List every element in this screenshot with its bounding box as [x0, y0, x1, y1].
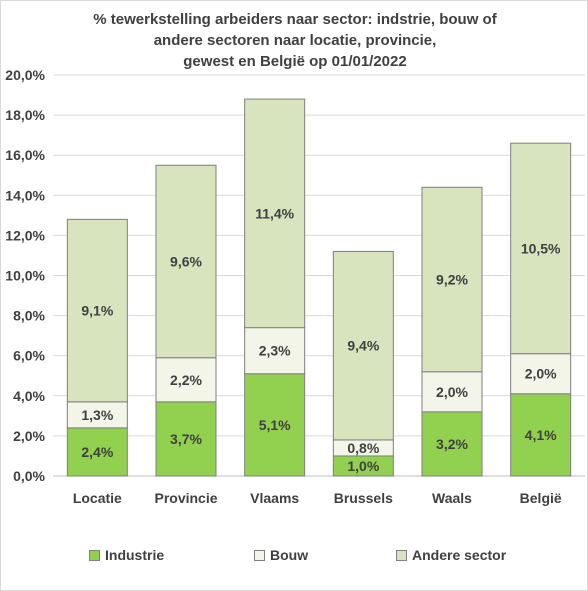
bar-segment [510, 142, 572, 355]
data-label: 1,3% [81, 407, 113, 423]
data-label: 5,1% [259, 417, 291, 433]
bar-segment [510, 353, 572, 395]
y-tick-label: 20,0% [5, 67, 45, 83]
y-tick-label: 18,0% [5, 107, 45, 123]
y-tick-label: 6,0% [13, 348, 45, 364]
legend-item-industrie: Industrie [89, 547, 164, 563]
data-label: 4,1% [525, 427, 557, 443]
x-category-label: Provincie [154, 490, 217, 506]
chart-title: % tewerkstelling arbeiders naar sector: … [41, 9, 549, 72]
bar-segment [155, 164, 217, 359]
y-tick-label: 4,0% [13, 388, 45, 404]
legend-label-industrie: Industrie [105, 547, 165, 563]
legend-swatch-industrie [89, 549, 100, 561]
y-tick-label: 12,0% [5, 227, 45, 243]
bar-segment [332, 250, 394, 441]
legend-swatch-andere-sector [396, 549, 407, 561]
bar-segment [244, 327, 306, 375]
bar-segment [510, 393, 572, 477]
bar-segment [421, 371, 483, 413]
data-label: 2,2% [170, 372, 202, 388]
chart-title-line-3: gewest en België op 01/01/2022 [183, 53, 407, 70]
bar-segment [66, 218, 128, 403]
y-tick-label: 2,0% [13, 428, 45, 444]
data-label: 9,6% [170, 253, 202, 269]
data-label: 3,2% [436, 436, 468, 452]
chart-legend: Industrie Bouw Andere sector [1, 547, 587, 567]
bar-segment [421, 411, 483, 477]
x-category-label: Waals [432, 490, 472, 506]
bar-segment [244, 98, 306, 329]
data-label: 11,4% [255, 205, 294, 221]
data-label: 9,1% [81, 303, 113, 319]
legend-label-andere-sector: Andere sector [412, 547, 507, 563]
data-label: 2,3% [259, 343, 291, 359]
bar-segment [155, 357, 217, 403]
data-label: 3,7% [170, 431, 202, 447]
chart-title-line-2: andere sectoren naar locatie, provincie, [153, 32, 437, 49]
chart-title-line-1: % tewerkstelling arbeiders naar sector: … [93, 11, 497, 28]
y-tick-label: 0,0% [13, 468, 45, 484]
bar-segment [155, 401, 217, 477]
legend-item-bouw: Bouw [254, 547, 308, 563]
y-tick-label: 8,0% [13, 308, 45, 324]
data-label: 2,0% [525, 366, 557, 382]
data-label: 2,4% [81, 444, 113, 460]
bar-segment [421, 186, 483, 373]
data-label: 2,0% [436, 384, 468, 400]
x-category-label: Brussels [334, 490, 393, 506]
y-tick-label: 14,0% [5, 187, 45, 203]
x-category-label: Locatie [73, 490, 122, 506]
legend-label-bouw: Bouw [270, 547, 309, 563]
data-label: 0,8% [347, 440, 379, 456]
data-label: 1,0% [347, 458, 379, 474]
x-category-label: Vlaams [250, 490, 299, 506]
x-category-label: België [520, 490, 562, 506]
data-label: 9,4% [347, 338, 379, 354]
legend-item-andere-sector: Andere sector [396, 547, 506, 563]
y-tick-label: 16,0% [5, 147, 45, 163]
y-tick-label: 10,0% [5, 268, 45, 284]
data-label: 9,2% [436, 272, 468, 288]
bar-segment [66, 427, 128, 477]
data-label: 10,5% [521, 240, 561, 256]
legend-swatch-bouw [254, 549, 265, 561]
